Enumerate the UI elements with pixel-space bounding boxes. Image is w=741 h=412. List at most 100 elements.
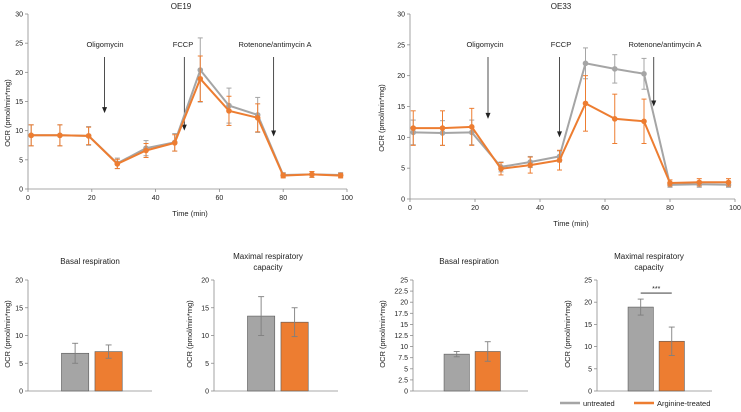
- oe33-ylabel: OCR (pmol/min*mg): [377, 84, 386, 152]
- oe19-ocr-ytick-label: 15: [15, 99, 23, 106]
- oe33-basal-ytick-label: 5: [404, 366, 408, 373]
- oe19-ocr-ytick-label: 0: [19, 187, 23, 194]
- oe33-basal-ytick-label: 2.5: [398, 377, 408, 384]
- oe19-maximal-ytick-label: 15: [201, 305, 209, 312]
- oe33-xlabel: Time (min): [553, 219, 589, 228]
- oe33-ocr-ytick-label: 0: [401, 197, 405, 204]
- oe19-maximal-panel: Maximal respiratory capacity 0 5 10 15 20 OC…: [185, 252, 338, 396]
- oe33-ocr-arginine-point: [696, 179, 703, 186]
- oe33-ocr-ytick-label: 5: [401, 166, 405, 173]
- oe19-ocr-arginine-point: [28, 132, 34, 139]
- oe33-basal-ytick-label: 22.5: [394, 289, 408, 296]
- oe33-ocr-ytick-label: 30: [397, 12, 405, 19]
- oe19-ocr-arrow-head-0: [102, 107, 108, 114]
- oe19-ocr-arginine-point: [254, 115, 261, 121]
- oe33-basal-ytick-label: 25: [400, 278, 408, 285]
- oe33-ocr-arginine-point: [439, 125, 446, 131]
- legend: untreated Arginine-treated: [560, 399, 710, 408]
- oe33-fccp-label: FCCP: [551, 40, 571, 49]
- oe33-basal-ytick-label: 10: [400, 344, 408, 351]
- oe33-maximal-title-line2: capacity: [634, 263, 663, 272]
- oe33-maximal-ytick-label: 25: [584, 278, 592, 285]
- oe19-ocr-arginine-point: [309, 171, 315, 178]
- oe33-maximal-ytick-label: 5: [588, 366, 592, 373]
- oe19-ocr-arrow-head-2: [271, 130, 277, 137]
- oe19-maximal-title-line2: capacity: [253, 263, 282, 272]
- oe19-ocr-xtick-label: 0: [26, 195, 30, 202]
- oe19-xlabel: Time (min): [172, 209, 208, 218]
- oe19-ocr-panel: OE19 0 5 10 15 20 25 30 0 20 40 60 80 100 Time (min)…: [3, 2, 353, 218]
- oe33-ocr-ytick-label: 25: [397, 42, 405, 49]
- oe19-ocr-xtick-label: 20: [88, 195, 96, 202]
- oe33-basal-ytick-label: 0: [404, 389, 408, 396]
- oe19-title: OE19: [171, 2, 192, 11]
- oe33-ocr-arginine-point: [410, 125, 417, 131]
- oe19-maximal-title-line1: Maximal respiratory: [233, 252, 303, 261]
- oe33-basal-title: Basal respiration: [439, 257, 499, 266]
- oe33-ocr-arrow-head-0: [485, 112, 491, 119]
- oe19-basal-ytick-label: 5: [19, 361, 23, 368]
- oe19-maximal-plot: 0 5 10 15 20: [201, 278, 338, 396]
- oe19-ocr-ytick-label: 20: [15, 70, 23, 77]
- oe33-basal-ylabel: OCR (pmol/min*mg): [378, 300, 387, 368]
- oe33-oligomycin-label: Oligomycin: [466, 40, 503, 49]
- oe19-ocr-ytick-label: 30: [15, 12, 23, 19]
- oe19-maximal-ylabel: OCR (pmol/min*mg): [185, 300, 194, 368]
- oe19-basal-bar-untreated: [61, 352, 90, 392]
- oe33-ocr-arginine-point: [641, 118, 647, 125]
- oe33-basal-panel: Basal respiration 0 2.5 5 7.5 10 12.5 15 17.5 20…: [378, 257, 528, 396]
- oe19-basal-title: Basal respiration: [60, 257, 120, 266]
- oe33-ocr-arginine-point: [498, 165, 504, 172]
- oe33-ocr-ytick-label: 10: [397, 135, 405, 142]
- oe33-ocr-arginine-point: [468, 124, 475, 130]
- oe19-ocr-xtick-label: 100: [341, 195, 353, 202]
- oe33-maximal-significance-label: ***: [652, 286, 660, 293]
- oe19-ocr-ytick-label: 5: [19, 157, 23, 164]
- oe19-maximal-ytick-label: 20: [201, 278, 209, 285]
- oe19-basal-ytick-label: 10: [15, 333, 23, 340]
- oe33-ocr-arginine-point: [556, 157, 563, 163]
- oe33-ocr-arrow-head-1: [557, 131, 562, 138]
- oe19-ocr-arginine-point: [85, 133, 92, 139]
- oe33-maximal-bar-untreated: [627, 306, 654, 392]
- oe33-ocr-arginine-point: [667, 180, 673, 186]
- oe19-ocr-arginine-point: [226, 108, 232, 114]
- oe19-ocr-arginine-point: [280, 172, 287, 179]
- oe19-oligomycin-label: Oligomycin: [86, 40, 123, 49]
- oe33-ocr-xtick-label: 100: [729, 205, 741, 212]
- oe33-ocr-untreated-point: [582, 60, 589, 67]
- oe33-ocr-xtick-label: 0: [408, 205, 412, 212]
- legend-label-untreated: untreated: [583, 399, 615, 408]
- oe33-basal-ytick-label: 7.5: [398, 355, 408, 362]
- oe33-ocr-plot: 0 5 10 15 20 25 30 0 20 40 60 80 100: [397, 12, 741, 213]
- oe19-ocr-arginine-line: [31, 76, 341, 177]
- oe33-ocr-arginine-point: [725, 179, 732, 186]
- oe33-ocr-xtick-label: 20: [471, 205, 479, 212]
- oe33-maximal-ytick-label: 10: [584, 344, 592, 351]
- oe33-ocr-untreated-line: [413, 62, 729, 186]
- oe33-basal-ytick-label: 12.5: [394, 333, 408, 340]
- oe33-ocr-untreated-point: [641, 71, 647, 77]
- oe19-maximal-ytick-label: 0: [205, 389, 209, 396]
- oe33-basal-ytick-label: 15: [400, 322, 408, 329]
- oe19-fccp-label: FCCP: [173, 40, 193, 49]
- oe33-ocr-ytick-label: 20: [397, 73, 405, 80]
- oe33-rotenone-label: Rotenone/antimycin A: [629, 40, 702, 49]
- oe33-maximal-plot: 0 5 10 15 20 25 ***: [584, 278, 712, 396]
- oe19-ocr-ytick-label: 25: [15, 41, 23, 48]
- oe33-ocr-ytick-label: 15: [397, 104, 405, 111]
- oe33-ocr-untreated-point: [611, 66, 618, 72]
- oe19-basal-panel: Basal respiration 0 5 10 15 20 OCR (pmol/min…: [3, 257, 152, 396]
- oe19-ocr-xtick-label: 60: [216, 195, 224, 202]
- oe33-maximal-ylabel: OCR (pmol/min*mg): [563, 300, 572, 368]
- oe33-ocr-xtick-label: 60: [601, 205, 609, 212]
- oe19-ocr-untreated-line: [31, 67, 341, 177]
- oe19-ocr-ytick-label: 10: [15, 128, 23, 135]
- oe33-title: OE33: [551, 2, 572, 11]
- oe33-basal-plot: 0 2.5 5 7.5 10 12.5 15 17.5 20 22.5 25: [394, 278, 528, 396]
- oe19-ocr-arginine-point: [114, 161, 121, 167]
- oe19-maximal-ytick-label: 5: [205, 361, 209, 368]
- oe19-ocr-arginine-point: [337, 172, 344, 179]
- oe33-ocr-xtick-label: 80: [666, 205, 674, 212]
